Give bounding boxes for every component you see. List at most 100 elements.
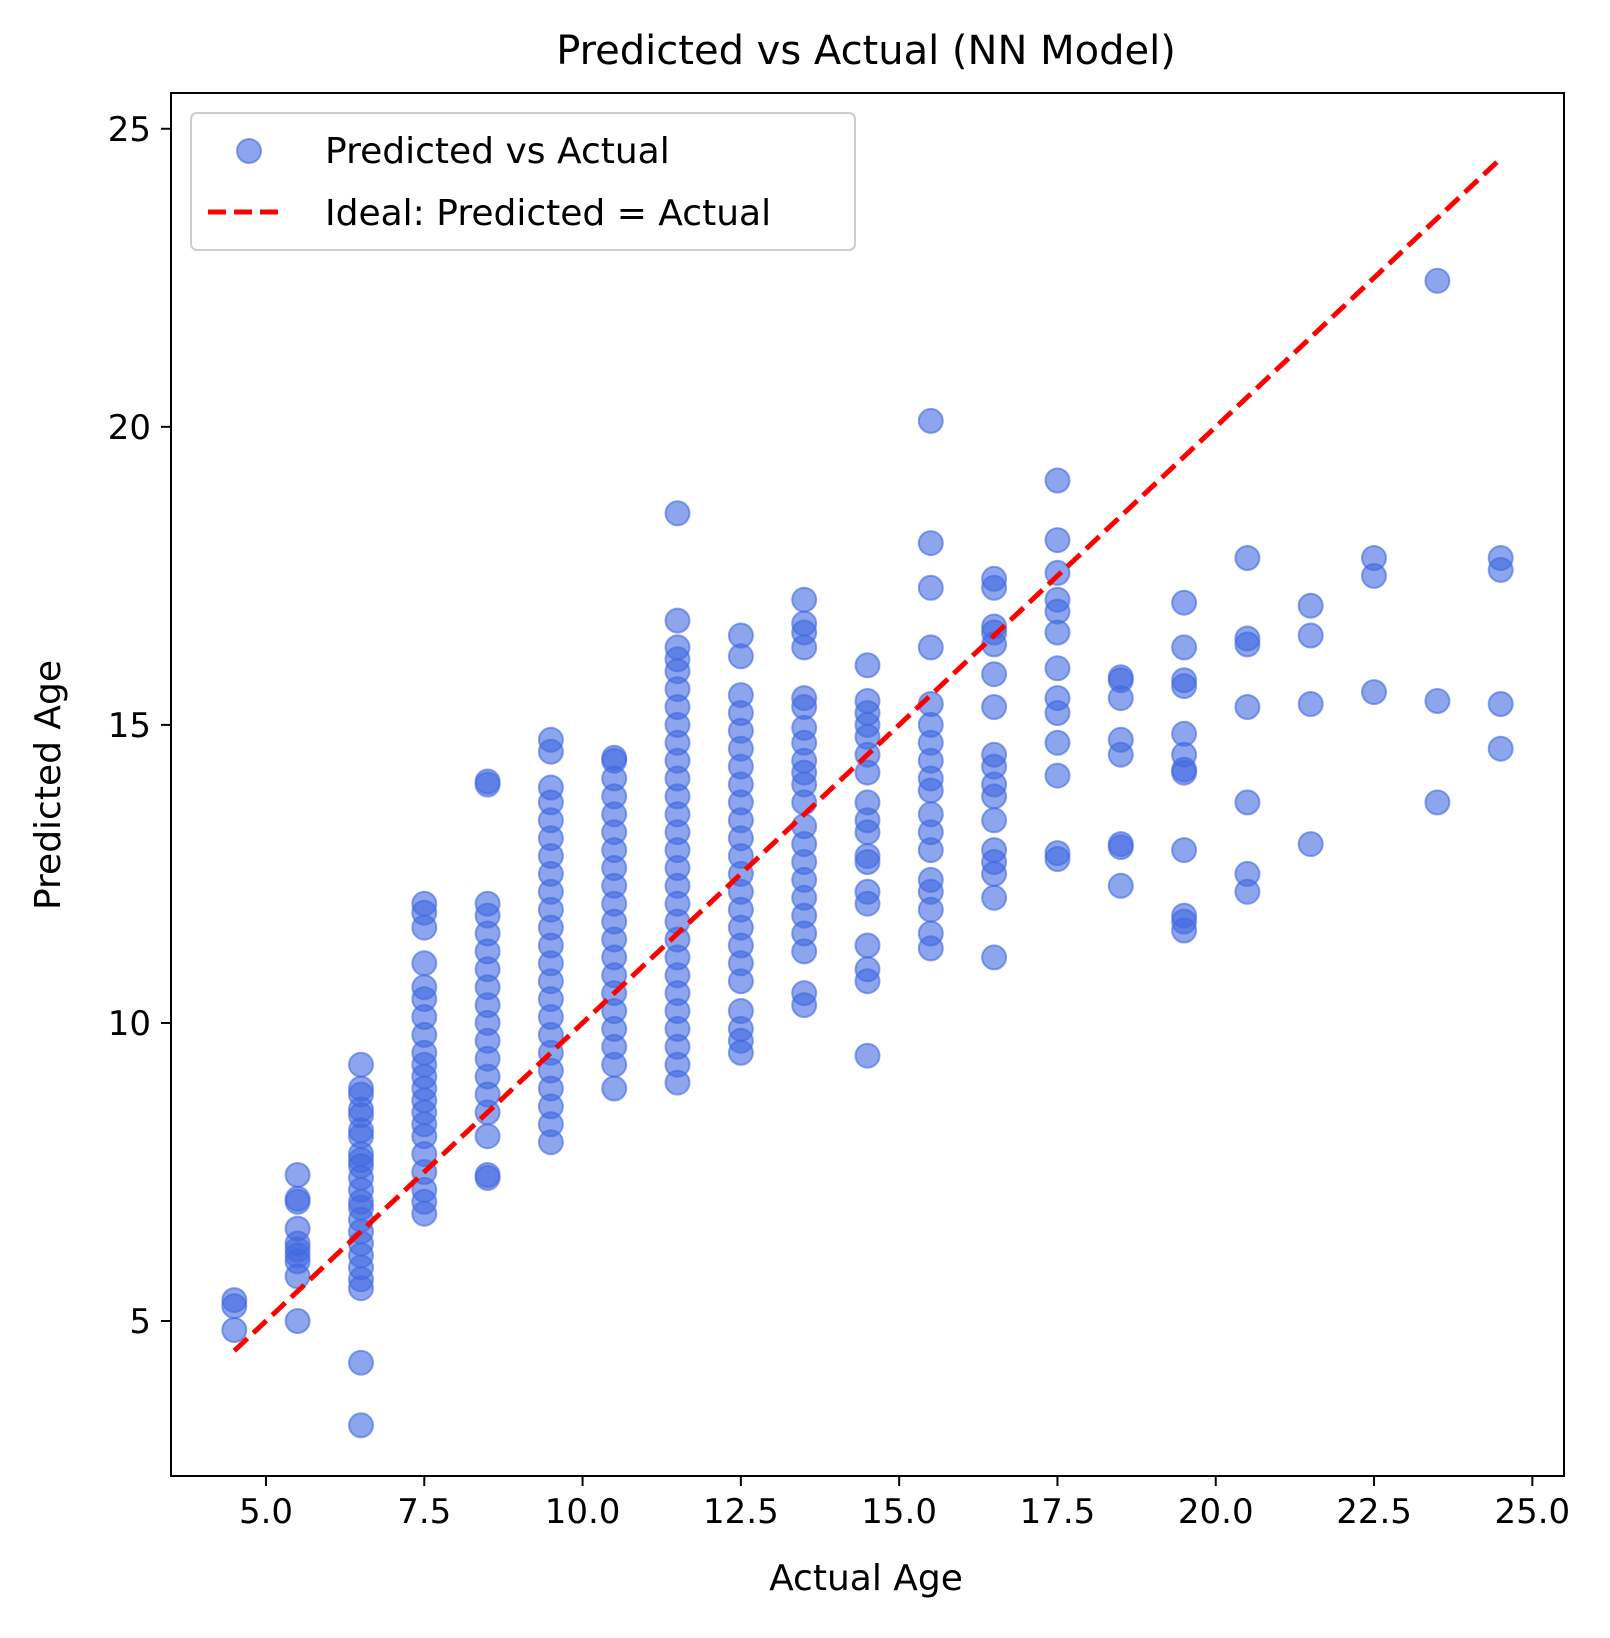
- data-point: [727, 968, 754, 995]
- data-point: [1107, 741, 1134, 768]
- data-point: [1487, 735, 1514, 762]
- data-point: [348, 1051, 374, 1078]
- data-point: [664, 607, 691, 634]
- data-point: [1487, 556, 1514, 583]
- data-point: [981, 783, 1008, 810]
- data-point: [854, 759, 881, 786]
- x-tick-label: 22.5: [1336, 1492, 1412, 1532]
- data-point: [537, 1129, 564, 1156]
- data-point: [854, 819, 881, 846]
- data-point: [1044, 467, 1071, 494]
- data-point: [474, 1123, 501, 1150]
- data-point: [221, 1317, 248, 1343]
- data-point: [791, 789, 818, 816]
- data-point: [1044, 762, 1071, 789]
- data-point: [1107, 872, 1134, 899]
- data-point: [1171, 634, 1198, 661]
- data-point: [791, 938, 818, 965]
- x-tick-label: 15.0: [861, 1492, 937, 1532]
- plot-frame: [170, 92, 1565, 1477]
- data-point: [1297, 592, 1324, 619]
- data-point: [348, 1412, 374, 1439]
- y-tick-label: 10: [108, 1004, 151, 1044]
- data-point: [791, 586, 818, 613]
- x-tick-label: 20.0: [1178, 1492, 1254, 1532]
- data-point: [917, 896, 944, 923]
- x-axis-label: Actual Age: [769, 1558, 963, 1599]
- data-point: [1044, 846, 1071, 872]
- x-tick-label: 10.0: [545, 1492, 621, 1532]
- data-point: [791, 634, 818, 661]
- y-axis-ticks: 5 10 15 20 25: [108, 110, 171, 1342]
- data-point: [1171, 759, 1198, 786]
- data-point: [1171, 589, 1198, 616]
- data-point: [791, 992, 818, 1019]
- legend-marker-scatter: [236, 138, 262, 164]
- x-tick-label: 25.0: [1494, 1492, 1570, 1532]
- y-tick-label: 25: [108, 110, 151, 150]
- data-point: [284, 1263, 311, 1290]
- data-point: [981, 807, 1008, 834]
- ideal-line: [232, 156, 1503, 1353]
- data-point: [474, 1164, 501, 1191]
- data-point: [1234, 694, 1261, 720]
- data-point: [917, 634, 944, 661]
- legend-box: [190, 112, 856, 251]
- ideal-line-layer: [232, 156, 1503, 1353]
- data-point: [474, 771, 501, 798]
- data-point: [284, 1162, 311, 1188]
- data-point: [601, 1075, 628, 1102]
- data-point: [1171, 837, 1198, 864]
- data-point: [411, 950, 438, 977]
- data-point: [981, 694, 1008, 720]
- data-point: [981, 574, 1008, 601]
- data-point: [1044, 655, 1071, 682]
- data-point: [727, 643, 754, 670]
- data-point: [917, 530, 944, 557]
- legend: Predicted vs Actual Ideal: Predicted = A…: [190, 112, 856, 251]
- data-point: [1424, 267, 1451, 294]
- data-point: [1171, 673, 1198, 700]
- data-point: [917, 837, 944, 864]
- data-point: [917, 407, 944, 434]
- data-point: [1297, 831, 1324, 858]
- data-point: [727, 1039, 754, 1066]
- data-point: [917, 574, 944, 601]
- data-point: [221, 1293, 248, 1320]
- y-tick-label: 5: [129, 1302, 151, 1342]
- data-point: [854, 652, 881, 679]
- data-point: [411, 914, 438, 941]
- x-tick-label: 5.0: [239, 1492, 293, 1532]
- data-point: [854, 849, 881, 875]
- data-point: [981, 884, 1008, 911]
- data-point: [601, 1051, 628, 1078]
- x-axis-ticks: 5.0 7.5 10.0 12.5 15.0 17.5 20.0 22.5 25.0: [239, 1476, 1570, 1532]
- data-point: [854, 932, 881, 959]
- data-point: [284, 1188, 311, 1215]
- legend-label-scatter: Predicted vs Actual: [325, 131, 670, 172]
- data-point: [1044, 619, 1071, 646]
- data-point: [1424, 688, 1451, 714]
- data-point: [854, 968, 881, 995]
- data-point: [348, 1275, 374, 1302]
- data-point: [917, 777, 944, 804]
- data-point: [1487, 691, 1514, 717]
- data-point: [537, 738, 564, 765]
- data-point: [917, 935, 944, 962]
- data-point: [1107, 834, 1134, 861]
- data-point: [1107, 685, 1134, 712]
- data-point: [854, 890, 881, 917]
- data-point: [1171, 917, 1198, 944]
- data-point: [981, 944, 1008, 971]
- data-point: [348, 1349, 374, 1376]
- data-point: [1044, 700, 1071, 726]
- data-point: [1297, 622, 1324, 649]
- y-tick-label: 20: [108, 408, 151, 448]
- data-point: [981, 860, 1008, 887]
- x-tick-label: 7.5: [397, 1492, 451, 1532]
- data-point: [854, 1042, 881, 1069]
- data-point: [1044, 729, 1071, 756]
- data-point: [1234, 878, 1261, 905]
